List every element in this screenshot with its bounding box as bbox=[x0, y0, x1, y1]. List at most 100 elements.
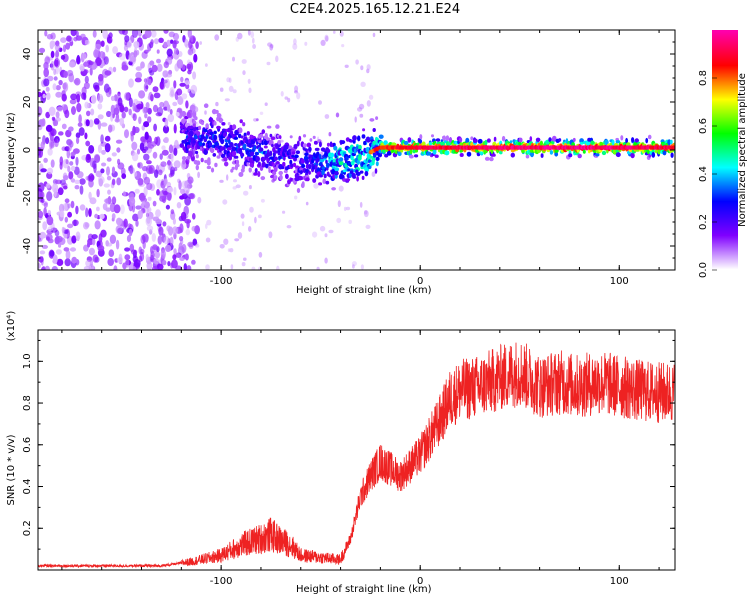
spectrogram-cell bbox=[38, 182, 45, 192]
spectrogram-cell bbox=[38, 262, 41, 269]
spectrogram-cell bbox=[205, 123, 209, 129]
spectrogram-cell bbox=[89, 67, 93, 76]
colorbar-segment bbox=[712, 36, 738, 39]
colorbar-segment bbox=[712, 190, 738, 193]
spectrogram-cell bbox=[53, 76, 58, 81]
colorbar-segment bbox=[712, 60, 738, 63]
spectrogram-cell bbox=[150, 94, 154, 102]
spectrogram-cell bbox=[78, 114, 82, 124]
colorbar-segment bbox=[712, 116, 738, 119]
spectrogram-cell bbox=[214, 141, 219, 146]
colorbar-segment bbox=[712, 138, 738, 141]
spectrogram-cell bbox=[181, 93, 188, 100]
spectrogram-cell bbox=[125, 258, 130, 268]
y-tick-label: 0.4 bbox=[22, 479, 33, 495]
spectrogram-cell bbox=[170, 166, 175, 175]
colorbar-segment bbox=[712, 242, 738, 245]
spectrogram-cell bbox=[47, 209, 52, 216]
spectrogram-cell bbox=[111, 152, 117, 157]
spectrogram-cell bbox=[228, 77, 232, 83]
spectrogram-cell bbox=[88, 60, 94, 66]
spectrogram-cell bbox=[369, 118, 375, 122]
spectrogram-cell bbox=[601, 150, 607, 156]
spectrogram-cell bbox=[470, 136, 474, 141]
spectrogram-cell bbox=[195, 160, 201, 166]
colorbar-segment bbox=[712, 156, 738, 159]
spectrogram-cell bbox=[445, 135, 450, 142]
spectrogram-cell bbox=[185, 228, 191, 236]
colorbar-segment bbox=[712, 34, 738, 37]
spectrogram-cell bbox=[66, 69, 74, 77]
y-tick-label: 0.8 bbox=[22, 395, 33, 411]
colorbar-segment bbox=[712, 68, 738, 71]
spectrogram-cell bbox=[440, 141, 445, 147]
spectrogram-cell bbox=[65, 129, 72, 138]
spectrogram-cell bbox=[305, 158, 309, 165]
spectrogram-cell bbox=[296, 92, 301, 100]
spectrogram-cell bbox=[535, 137, 541, 142]
top-xlabel: Height of straight line (km) bbox=[296, 285, 432, 296]
spectrogram-cell bbox=[155, 209, 161, 218]
spectrogram-cell bbox=[67, 203, 71, 209]
spectrogram-cell bbox=[124, 129, 129, 139]
spectrogram-cell bbox=[62, 82, 67, 90]
colorbar-segment bbox=[712, 194, 738, 197]
spectrogram-cell bbox=[132, 213, 139, 222]
colorbar-segment bbox=[712, 42, 738, 45]
colorbar-segment bbox=[712, 244, 738, 247]
spectrogram-cell bbox=[47, 148, 53, 156]
spectrogram-cell bbox=[83, 266, 91, 270]
colorbar-segment bbox=[712, 268, 738, 271]
spectrogram-cell bbox=[226, 77, 231, 83]
colorbar-segment bbox=[712, 164, 738, 167]
spectrogram-cell bbox=[300, 158, 305, 164]
spectrogram-cell bbox=[161, 145, 166, 150]
spectrogram-cell bbox=[254, 151, 259, 156]
spectrogram-cell bbox=[61, 123, 67, 130]
spectrogram-cell bbox=[92, 254, 99, 263]
spectrogram-cell bbox=[79, 178, 86, 185]
spectrogram-cell bbox=[305, 201, 309, 206]
spectrogram-cell bbox=[604, 139, 609, 146]
spectrogram-cell bbox=[135, 128, 140, 133]
spectrogram-cell bbox=[178, 180, 182, 190]
spectrogram-cell bbox=[355, 171, 361, 176]
spectrogram-cell bbox=[44, 56, 51, 65]
spectrogram-cell bbox=[234, 238, 240, 242]
spectrogram-cell bbox=[47, 226, 54, 232]
spectrogram-cell bbox=[242, 70, 246, 76]
spectrogram-cell bbox=[338, 185, 344, 192]
spectrogram-cell bbox=[231, 166, 235, 170]
spectrogram-cell bbox=[45, 86, 50, 92]
spectrogram-cell bbox=[375, 161, 379, 167]
colorbar-segment bbox=[712, 220, 738, 223]
spectrogram-cell bbox=[71, 256, 77, 264]
colorbar-segment bbox=[712, 104, 738, 107]
spectrogram-cell bbox=[50, 60, 55, 71]
colorbar-segment bbox=[712, 176, 738, 179]
spectrogram-cell bbox=[76, 136, 80, 145]
spectrogram-cell bbox=[246, 131, 250, 136]
spectrogram-cell bbox=[64, 258, 71, 267]
spectrogram-cell bbox=[190, 37, 196, 45]
spectrogram-cell bbox=[265, 152, 271, 157]
spectrogram-cell bbox=[106, 242, 113, 247]
spectrogram-cell bbox=[320, 39, 326, 47]
spectrogram-cell bbox=[85, 140, 91, 147]
colorbar-label: Normalized spectral amplitude bbox=[737, 73, 748, 227]
spectrogram-cell bbox=[206, 165, 212, 170]
spectrogram-cell bbox=[489, 156, 494, 162]
spectrogram-cell bbox=[124, 254, 131, 261]
spectrogram-cell bbox=[66, 35, 72, 42]
colorbar-segment bbox=[712, 246, 738, 249]
spectrogram-cell bbox=[145, 165, 153, 175]
spectrogram-cell bbox=[95, 57, 102, 66]
spectrogram-cell bbox=[139, 142, 145, 152]
spectrogram-cell bbox=[348, 139, 354, 143]
spectrogram-cell bbox=[220, 138, 225, 145]
spectrogram-cell bbox=[366, 64, 371, 71]
spectrogram-cell bbox=[540, 153, 544, 158]
spectrogram-cell bbox=[479, 151, 483, 155]
spectrogram-cell bbox=[185, 44, 189, 49]
spectrogram-cell bbox=[259, 111, 264, 116]
